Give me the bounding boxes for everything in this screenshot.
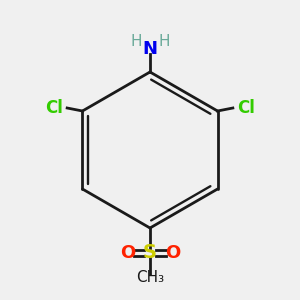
Text: N: N bbox=[142, 40, 158, 58]
Text: CH₃: CH₃ bbox=[136, 270, 164, 285]
Text: Cl: Cl bbox=[237, 99, 255, 117]
Text: Cl: Cl bbox=[45, 99, 63, 117]
Text: H: H bbox=[158, 34, 169, 49]
Text: S: S bbox=[143, 243, 157, 262]
Text: O: O bbox=[120, 244, 135, 262]
Text: H: H bbox=[130, 34, 142, 49]
Text: O: O bbox=[165, 244, 180, 262]
